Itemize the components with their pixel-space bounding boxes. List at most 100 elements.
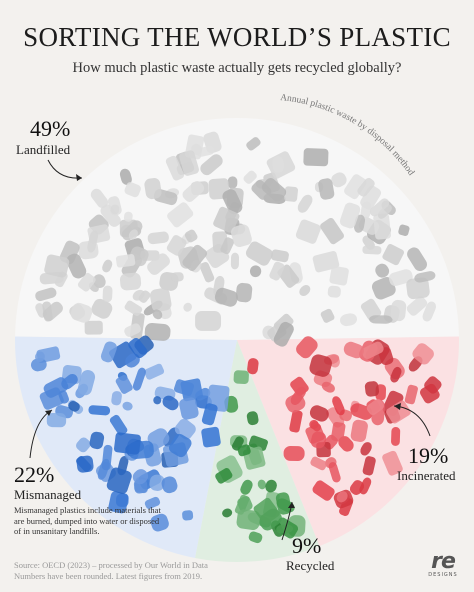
plastic-item-landfilled — [369, 315, 393, 324]
plastic-item-landfilled — [414, 271, 436, 283]
plastic-item-incinerated — [310, 421, 322, 432]
plastic-item-landfilled — [91, 298, 113, 319]
plastic-item-landfilled — [272, 156, 285, 173]
plastic-item-landfilled — [422, 301, 436, 322]
plastic-item-recycled — [248, 531, 263, 544]
plastic-item-landfilled — [152, 309, 163, 320]
plastic-item-incinerated — [309, 354, 332, 377]
plastic-item-recycled — [215, 468, 233, 484]
plastic-item-mismanaged — [125, 353, 140, 368]
mismanaged-percent: 22% — [14, 462, 55, 487]
plastic-item-mismanaged — [179, 397, 199, 420]
landfilled-arrowhead — [76, 174, 82, 181]
plastic-item-mismanaged — [111, 391, 122, 406]
plastic-item-mismanaged — [168, 433, 192, 458]
plastic-item-landfilled — [144, 322, 171, 341]
plastic-item-landfilled — [123, 211, 133, 222]
plastic-item-landfilled — [297, 194, 313, 213]
plastic-item-mismanaged — [132, 367, 146, 391]
plastic-item-landfilled — [110, 204, 120, 215]
plastic-item-landfilled — [166, 235, 187, 256]
re-designs-logo: re DESIGNS — [423, 549, 463, 579]
plastic-item-mismanaged — [201, 426, 221, 448]
plastic-items — [30, 131, 442, 544]
plastic-item-landfilled — [165, 155, 185, 181]
plastic-item-mismanaged — [201, 403, 218, 426]
plastic-item-mismanaged — [77, 370, 96, 396]
plastic-item-incinerated — [350, 419, 368, 442]
plastic-item-landfilled — [100, 204, 121, 227]
plastic-item-mismanaged — [128, 338, 148, 359]
plastic-item-landfilled — [406, 277, 430, 300]
recycled-percent: 9% — [292, 533, 322, 558]
plastic-item-recycled — [222, 508, 233, 518]
plastic-item-landfilled — [230, 252, 240, 270]
logo-mark: re — [431, 549, 456, 574]
plastic-item-mismanaged — [109, 414, 128, 436]
plastic-item-landfilled — [382, 244, 404, 266]
source-line-1: Source: OECD (2023) – processed by Our W… — [14, 560, 208, 570]
plastic-item-landfilled — [199, 262, 215, 283]
plastic-item-landfilled — [329, 265, 349, 286]
plastic-item-incinerated — [361, 341, 384, 359]
plastic-item-mismanaged — [30, 358, 47, 372]
mismanaged-note: Mismanaged plastics include materials th… — [14, 505, 161, 536]
plastic-item-landfilled — [270, 249, 289, 263]
plastic-item-landfilled — [362, 245, 382, 255]
plastic-item-landfilled — [182, 244, 208, 271]
plastic-item-landfilled — [222, 189, 243, 215]
plastic-item-landfilled — [124, 300, 143, 316]
plastic-item-landfilled — [147, 231, 169, 245]
plastic-item-incinerated — [366, 398, 385, 416]
plastic-item-incinerated — [296, 336, 318, 359]
plastic-item-recycled — [240, 479, 253, 495]
logo-subtext: DESIGNS — [428, 572, 458, 578]
incinerated-percent: 19% — [408, 443, 449, 468]
plastic-item-landfilled — [320, 308, 335, 323]
plastic-item-incinerated — [310, 456, 327, 471]
plastic-item-landfilled — [245, 241, 273, 266]
plastic-item-recycled — [236, 509, 261, 531]
plastic-item-incinerated — [404, 384, 418, 405]
plastic-item-landfilled — [235, 282, 253, 303]
plastic-item-incinerated — [349, 480, 365, 495]
plastic-item-landfilled — [220, 237, 235, 255]
plastic-item-landfilled — [77, 272, 96, 292]
plastic-item-mismanaged — [153, 396, 162, 405]
plastic-item-landfilled — [124, 323, 141, 337]
plastic-item-incinerated — [310, 431, 327, 449]
source-note: Source: OECD (2023) – processed by Our W… — [14, 560, 208, 582]
plastic-item-mismanaged — [89, 431, 105, 450]
plastic-item-landfilled — [273, 321, 294, 347]
plastic-item-landfilled — [144, 178, 162, 200]
plastic-item-mismanaged — [162, 395, 179, 411]
plastic-item-landfilled — [214, 287, 238, 307]
plastic-item-landfilled — [344, 174, 367, 200]
plastic-item-landfilled — [183, 302, 192, 312]
plastic-item-landfilled — [182, 180, 205, 202]
plastic-item-mismanaged — [174, 379, 194, 396]
plastic-item-landfilled — [331, 172, 347, 188]
plastic-item-landfilled — [295, 219, 321, 244]
plastic-item-landfilled — [360, 201, 372, 220]
plastic-item-landfilled — [90, 188, 109, 208]
plastic-item-landfilled — [407, 247, 427, 272]
plastic-item-recycled — [276, 524, 294, 534]
plastic-item-incinerated — [312, 480, 335, 501]
plastic-item-recycled — [246, 411, 259, 426]
plastic-item-landfilled — [388, 269, 413, 286]
plastic-item-incinerated — [328, 462, 341, 483]
plastic-item-landfilled — [184, 229, 198, 243]
plastic-item-landfilled — [102, 285, 113, 303]
plastic-item-mismanaged — [61, 374, 78, 390]
plastic-item-recycled — [237, 496, 253, 512]
plastic-item-landfilled — [42, 301, 63, 321]
plastic-item-mismanaged — [149, 474, 165, 491]
plastic-item-incinerated — [336, 491, 348, 503]
plastic-item-incinerated — [412, 343, 434, 365]
plastic-item-incinerated — [386, 400, 411, 424]
plastic-item-incinerated — [289, 410, 303, 433]
plastic-item-mismanaged — [46, 412, 67, 428]
plastic-item-mismanaged — [113, 432, 141, 455]
plastic-item-mismanaged — [58, 390, 70, 404]
